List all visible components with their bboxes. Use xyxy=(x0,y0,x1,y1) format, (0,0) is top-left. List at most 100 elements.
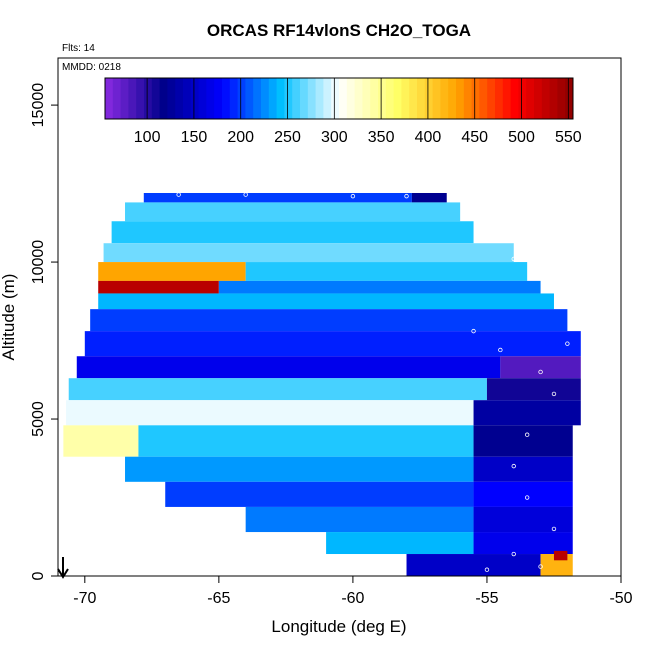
heatmap-cell xyxy=(218,280,541,294)
colorbar-swatch xyxy=(136,78,145,119)
colorbar-swatch xyxy=(190,78,200,119)
x-tick-label: -50 xyxy=(609,590,632,607)
colorbar-swatch xyxy=(393,78,402,119)
heatmap-cell xyxy=(406,554,541,576)
heatmap-cell xyxy=(473,425,573,457)
colorbar-swatch xyxy=(432,78,441,119)
colorbar-swatch xyxy=(424,78,434,119)
heatmap-cell xyxy=(63,425,139,457)
heatmap-cell xyxy=(473,532,573,555)
flight-point xyxy=(471,328,476,334)
heatmap-cell xyxy=(473,400,581,426)
colorbar-swatch xyxy=(495,78,504,119)
heatmap-cell xyxy=(66,400,474,426)
flight-point xyxy=(176,192,181,197)
colorbar-swatch xyxy=(549,78,558,119)
colorbar-tick-label: 550 xyxy=(555,129,582,146)
flight-point xyxy=(565,341,570,346)
colorbar-swatch xyxy=(510,78,519,119)
flight-point xyxy=(538,564,543,569)
heatmap-cell xyxy=(138,425,474,457)
colorbar-tick-label: 200 xyxy=(227,129,254,146)
colorbar-swatch xyxy=(276,78,285,119)
flight-point xyxy=(511,463,516,469)
flight-point xyxy=(243,192,248,197)
colorbar-swatch xyxy=(222,78,231,119)
colorbar-swatch xyxy=(229,78,239,119)
colorbar-swatch xyxy=(284,78,293,119)
colorbar-swatch xyxy=(292,78,301,119)
colorbar-swatch xyxy=(268,78,278,119)
colorbar-swatch xyxy=(502,78,512,119)
heatmap-cell xyxy=(125,456,474,482)
colorbar-swatch xyxy=(105,78,114,119)
flight-point xyxy=(498,347,503,353)
colorbar-swatch xyxy=(448,78,457,119)
colorbar-swatch xyxy=(331,78,340,119)
x-axis-label: Longitude (deg E) xyxy=(271,617,406,636)
flight-point xyxy=(350,193,356,199)
colorbar-swatch xyxy=(385,78,395,119)
colorbar-swatch xyxy=(526,78,535,119)
heatmap-cell xyxy=(473,481,573,507)
heatmap-cell xyxy=(90,309,568,332)
flight-point xyxy=(484,222,490,227)
plot-frame xyxy=(57,57,622,577)
flight-point xyxy=(551,391,557,397)
colorbar-swatch xyxy=(370,78,379,119)
arrow-icon xyxy=(57,557,69,579)
colorbar-swatch xyxy=(518,78,527,119)
flight-point xyxy=(538,369,543,375)
colorbar-swatch xyxy=(463,78,473,119)
y-tick-label: 0 xyxy=(30,571,47,580)
colorbar-swatch xyxy=(440,78,449,119)
colorbar-swatch xyxy=(479,78,488,119)
flights-annotation: Flts: 14 xyxy=(62,43,95,54)
x-axis: -70 -65 -60 -55 -50 xyxy=(73,576,633,607)
colorbar-swatch xyxy=(417,78,426,119)
colorbar-swatch xyxy=(261,78,270,119)
colorbar-swatch xyxy=(541,78,551,119)
colorbar-swatch xyxy=(253,78,262,119)
x-tick-label: -60 xyxy=(341,590,364,607)
heatmap-cell xyxy=(245,262,528,281)
heatmap-cell xyxy=(473,506,573,533)
flight-point xyxy=(404,193,409,199)
y-axis: 0 5000 10000 15000 xyxy=(30,83,58,580)
colorbar-swatch xyxy=(112,78,122,119)
colorbar-swatch xyxy=(401,78,410,119)
heatmap-cell xyxy=(84,331,581,357)
colorbar-swatch xyxy=(315,78,324,119)
flight-point xyxy=(511,256,516,262)
colorbar-swatch xyxy=(159,78,168,119)
x-tick-label: -65 xyxy=(207,590,230,607)
flight-point xyxy=(551,526,557,532)
colorbar-swatch xyxy=(144,78,153,119)
colorbar-swatch xyxy=(214,78,223,119)
heatmap-cell xyxy=(98,262,246,281)
y-tick-label: 10000 xyxy=(30,240,47,285)
colorbar-tick-label: 450 xyxy=(461,129,488,146)
colorbar-swatch xyxy=(456,78,465,119)
y-tick-label: 15000 xyxy=(30,83,47,128)
colorbar-swatch xyxy=(557,78,566,119)
heatmap-cell xyxy=(98,293,554,310)
flight-track-points xyxy=(176,192,570,572)
heatmap-cell xyxy=(553,550,568,561)
colorbar-swatch xyxy=(120,78,129,119)
colorbar-swatch xyxy=(354,78,363,119)
colorbar-swatch xyxy=(534,78,543,119)
colorbar-swatch xyxy=(487,78,496,119)
colorbar-tick-label: 350 xyxy=(368,129,395,146)
colorbar-swatch xyxy=(339,78,348,119)
colorbar-swatch xyxy=(565,78,574,119)
heatmap-cell xyxy=(500,356,581,379)
colorbar-tick-label: 100 xyxy=(134,129,161,146)
colorbar-swatch xyxy=(183,78,192,119)
heatmap-cell xyxy=(68,378,487,401)
colorbar-swatch xyxy=(307,78,317,119)
colorbar-swatch xyxy=(245,78,254,119)
date-annotation: MMDD: 0218 xyxy=(62,62,121,73)
colorbar-swatch xyxy=(323,78,332,119)
heatmap-cell xyxy=(411,192,447,203)
